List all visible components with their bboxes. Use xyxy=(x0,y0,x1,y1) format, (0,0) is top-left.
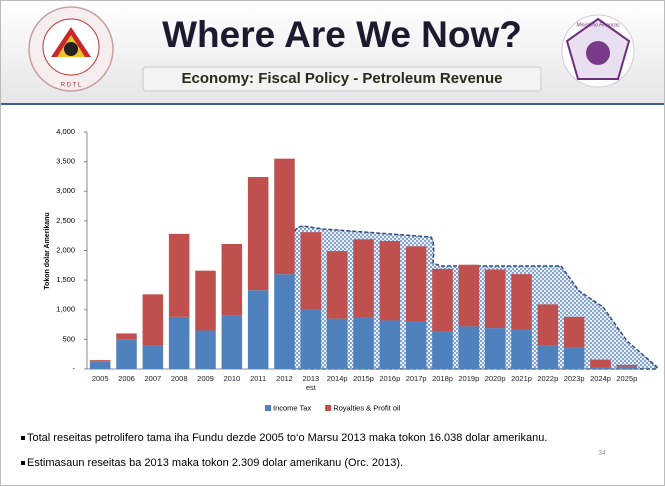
bar-segment xyxy=(405,246,427,322)
x-tick-label: 2024p xyxy=(590,374,611,383)
legend-label: Royalties & Profit oil xyxy=(333,403,400,412)
bar-segment xyxy=(247,177,269,291)
bar-segment xyxy=(379,320,401,369)
x-tick-label: 2022p xyxy=(537,374,559,383)
y-axis-label: Tokon dolar Amerikanu xyxy=(44,212,51,289)
x-tick-label: 2013 est xyxy=(302,374,320,392)
x-tick-label: 2021p xyxy=(511,374,532,383)
bar-segment xyxy=(116,333,137,340)
bar-segment xyxy=(300,309,322,369)
x-tick-label: 2014p xyxy=(326,374,348,383)
x-tick-label: 2019p xyxy=(458,374,480,383)
bar-segment xyxy=(326,251,348,319)
x-tick-label: 2007 xyxy=(144,374,162,383)
x-tick-label: 2010 xyxy=(223,374,241,383)
logo-text: R D T L xyxy=(61,83,82,89)
y-tick-label: 3,500 xyxy=(56,157,75,166)
bar-segment xyxy=(563,316,585,348)
bar-segment xyxy=(511,329,532,369)
legend-swatch xyxy=(265,405,271,411)
bar-segment xyxy=(590,359,611,368)
bar-segment xyxy=(89,361,111,369)
y-tick-label: 2,500 xyxy=(56,216,75,225)
bar-segment xyxy=(326,318,348,369)
x-tick-label: 2016p xyxy=(379,374,401,383)
x-tick-label: 2017p xyxy=(405,374,427,383)
bar-segment xyxy=(247,290,269,369)
legend-label: Income Tax xyxy=(273,403,311,412)
bar-segment xyxy=(379,241,401,321)
note: Estimasaun reseitas ba 2013 maka tokon 2… xyxy=(21,457,587,470)
bar-segment xyxy=(274,274,295,369)
bar-segment xyxy=(484,269,506,329)
bar-segment xyxy=(353,239,374,318)
note: Total reseitas petrolifero tama iha Fund… xyxy=(21,432,627,445)
legend-swatch xyxy=(325,405,332,411)
x-tick-label: 2015p xyxy=(353,374,374,383)
subtitle-box xyxy=(142,66,542,92)
bar-segment xyxy=(300,232,322,310)
bar-segment xyxy=(458,326,480,369)
x-tick-label: 2009 xyxy=(197,374,214,383)
right-logo: Ministerio Financas xyxy=(561,14,635,88)
bar-segment xyxy=(168,233,190,317)
bar-segment xyxy=(89,360,111,362)
logo-text: Ministerio Financas xyxy=(576,22,620,28)
bar-segment xyxy=(274,158,295,275)
bar-segment xyxy=(116,339,137,369)
y-tick-label: 2,000 xyxy=(56,245,75,254)
bar-segment xyxy=(537,304,559,346)
bar-segment xyxy=(616,366,638,369)
y-tick-label: - xyxy=(73,364,76,373)
x-tick-label: 2023p xyxy=(563,374,585,383)
bar-segment xyxy=(432,331,453,369)
bar-segment xyxy=(221,243,243,316)
y-tick-label: 3,000 xyxy=(56,186,75,195)
x-tick-label: 2012 xyxy=(276,374,293,383)
y-tick-label: 4,000 xyxy=(56,127,75,136)
bar-segment xyxy=(511,274,532,330)
x-tick-label: 2020p xyxy=(484,374,506,383)
title: Where Are We Now? xyxy=(162,14,522,55)
x-tick-label: 2006 xyxy=(118,374,135,383)
bar-segment xyxy=(195,330,216,369)
subtitle: Economy: Fiscal Policy - Petroleum Reven… xyxy=(182,70,503,87)
x-tick-label: 2018p xyxy=(432,374,453,383)
y-tick-label: 500 xyxy=(62,334,75,343)
bar-segment xyxy=(168,316,190,369)
bar-segment xyxy=(221,315,243,369)
bar-segment xyxy=(142,345,164,369)
x-tick-label: 2008 xyxy=(170,374,188,383)
bar-segment xyxy=(616,364,638,367)
bar-segment xyxy=(537,345,559,369)
bar-segment xyxy=(484,328,506,369)
bar-segment xyxy=(142,294,164,346)
y-tick-label: 1,000 xyxy=(56,305,75,314)
y-tick-label: 1,500 xyxy=(56,275,75,284)
page-number: 34 xyxy=(598,450,606,457)
bar-segment xyxy=(405,321,427,369)
bar-segment xyxy=(353,317,374,369)
x-tick-label: 2005 xyxy=(91,374,109,383)
bar-segment xyxy=(195,270,216,331)
x-tick-label: 2011 xyxy=(250,374,267,383)
bar-segment xyxy=(563,347,585,369)
bar-segment xyxy=(458,264,480,327)
bar-segment xyxy=(432,268,453,332)
x-tick-label: 2025p xyxy=(616,374,638,383)
bar-segment xyxy=(590,367,611,369)
left-logo: R D T L xyxy=(28,6,114,92)
